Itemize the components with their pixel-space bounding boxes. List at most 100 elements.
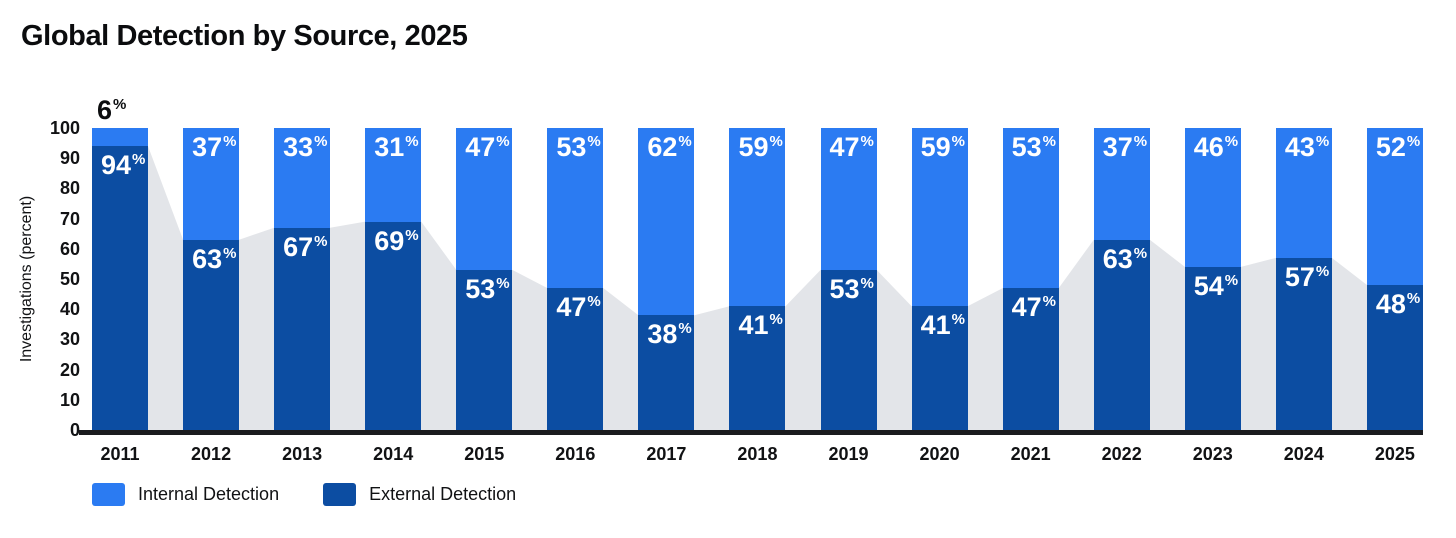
x-label-2024: 2024 (1283, 444, 1324, 464)
bar-segment-internal-2025: 52% (1366, 128, 1423, 286)
y-tick-60: 60 (59, 238, 80, 259)
y-tick-10: 10 (59, 389, 80, 410)
value-label: 53% (829, 273, 874, 304)
value-label: 33% (283, 132, 328, 162)
x-label-2017: 2017 (646, 444, 687, 464)
percent-sign: % (678, 133, 692, 150)
x-label-2011: 2011 (100, 444, 140, 464)
legend-swatch-internal-icon (92, 483, 125, 506)
value-label: 52% (1375, 132, 1421, 162)
bar-segment-external-2014: 69% (365, 221, 422, 430)
percent-sign: % (587, 133, 601, 150)
value-label: 94% (101, 150, 146, 181)
percent-sign: % (1315, 133, 1330, 150)
value-label: 31% (374, 132, 419, 162)
percent-sign: % (132, 151, 146, 169)
bar-2017: 62% 38% (638, 128, 695, 430)
bar-segment-external-2021: 47% (1002, 288, 1059, 430)
legend-item-external: External Detection (323, 483, 516, 506)
value-label: 6% (97, 95, 127, 125)
percent-sign: % (314, 232, 328, 250)
value-label: 63% (192, 243, 237, 274)
value-label: 37% (1102, 132, 1148, 162)
plot-area: 6% 94% 37% 63% 33% 67% 31% 69% 47% 53% 53% 47% 62% 38… (92, 97, 1423, 430)
y-tick-0: 0 (69, 420, 80, 440)
x-label-2014: 2014 (373, 444, 414, 464)
bar-segment-external-2011: 94% (92, 146, 148, 430)
bar-segment-internal-2014: 31% (365, 128, 422, 222)
x-label-2022: 2022 (1101, 444, 1142, 464)
bar-segment-internal-2024: 43% (1275, 128, 1332, 258)
percent-sign: % (860, 274, 874, 292)
bar-segment-external-2017: 38% (638, 315, 695, 430)
bar-segment-internal-2020: 59% (911, 128, 968, 307)
x-label-2015: 2015 (464, 444, 505, 464)
value-label: 47% (829, 132, 874, 162)
bars-container: 6% 94% 37% 63% 33% 67% 31% 69% 47% 53% 53% 47% 62% 38… (92, 97, 1423, 430)
bar-2020: 59% 41% (911, 128, 968, 430)
percent-sign: % (860, 133, 874, 150)
y-tick-70: 70 (59, 208, 80, 229)
percent-sign: % (1224, 133, 1239, 150)
y-tick-30: 30 (59, 329, 80, 350)
value-label: 53% (556, 132, 601, 162)
percent-sign: % (951, 311, 965, 329)
bar-segment-internal-2011 (92, 128, 148, 147)
x-label-2012: 2012 (191, 444, 232, 464)
bar-2019: 47% 53% (820, 128, 877, 430)
value-label: 53% (1011, 132, 1057, 162)
bar-segment-external-2022: 63% (1093, 239, 1150, 430)
percent-sign: % (223, 133, 237, 150)
x-label-2016: 2016 (555, 444, 596, 464)
percent-sign: % (1406, 290, 1421, 308)
y-tick-100: 100 (49, 118, 80, 138)
bar-segment-external-2012: 63% (183, 239, 240, 430)
bar-segment-internal-2017: 62% (638, 128, 695, 316)
bar-2015: 47% 53% (456, 128, 513, 430)
percent-sign: % (113, 96, 127, 113)
x-label-2020: 2020 (919, 444, 960, 464)
bar-segment-internal-2016: 53% (547, 128, 604, 289)
value-label: 47% (556, 292, 601, 323)
x-label-2023: 2023 (1192, 444, 1233, 464)
bar-2018: 59% 41% (729, 128, 786, 430)
x-label-2025: 2025 (1374, 444, 1415, 464)
legend-label-external: External Detection (369, 484, 517, 504)
chart-title: Global Detection by Source, 2025 (21, 20, 468, 52)
value-label: 37% (192, 132, 237, 162)
bar-2012: 37% 63% (183, 128, 240, 430)
background-area-shape (92, 146, 1423, 430)
y-tick-90: 90 (59, 148, 80, 169)
percent-sign: % (678, 320, 692, 338)
value-label: 53% (465, 273, 510, 304)
bar-2016: 53% 47% (547, 128, 604, 430)
x-label-2013: 2013 (282, 444, 323, 464)
percent-sign: % (1315, 262, 1330, 280)
bar-2025: 52% 48% (1366, 128, 1423, 430)
value-label: 47% (1011, 292, 1057, 323)
value-label: 67% (283, 231, 328, 262)
percent-sign: % (496, 274, 510, 292)
y-tick-80: 80 (59, 178, 80, 199)
bar-segment-external-2023: 54% (1184, 266, 1241, 430)
bar-2011: 6% 94% (92, 97, 148, 430)
legend-label-internal: Internal Detection (138, 484, 280, 504)
percent-sign: % (769, 133, 783, 150)
bar-segment-internal-2012: 37% (183, 128, 240, 240)
bar-segment-external-2016: 47% (547, 288, 604, 430)
percent-sign: % (496, 133, 510, 150)
background-area-chart (92, 146, 1423, 430)
bar-segment-external-2018: 41% (729, 306, 786, 430)
bar-2023: 46% 54% (1184, 128, 1241, 430)
percent-sign: % (1042, 293, 1057, 311)
percent-sign: % (587, 293, 601, 311)
bar-2021: 53% 47% (1002, 128, 1059, 430)
x-label-2019: 2019 (828, 444, 869, 464)
percent-sign: % (1133, 133, 1148, 150)
x-axis-line (79, 430, 1423, 435)
percent-sign: % (223, 244, 237, 262)
bar-segment-internal-2022: 37% (1093, 128, 1150, 240)
value-label: 62% (647, 132, 692, 162)
legend-swatch-external-icon (323, 483, 357, 506)
